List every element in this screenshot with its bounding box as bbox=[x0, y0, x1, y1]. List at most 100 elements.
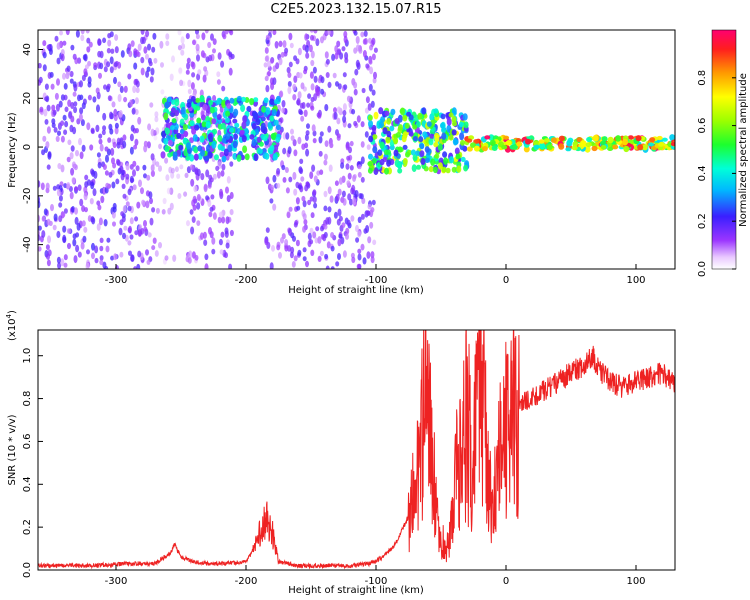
spectrogram-cell bbox=[299, 158, 304, 164]
spectrogram-cell bbox=[38, 234, 41, 242]
spectrogram-cell bbox=[103, 219, 108, 227]
spectrogram-cell bbox=[533, 144, 540, 150]
spectrogram-cell bbox=[317, 255, 322, 262]
spectrogram-cell bbox=[341, 222, 346, 228]
spectrogram-cell bbox=[72, 233, 77, 240]
colorbar-tick-label: 0.8 bbox=[697, 70, 708, 86]
spectrogram-cell bbox=[234, 122, 240, 128]
spectrogram-cell bbox=[278, 57, 283, 66]
spectrogram-cell bbox=[75, 30, 80, 38]
spectrogram-cell bbox=[591, 145, 598, 152]
spectrogram-cell bbox=[305, 260, 309, 268]
spectrogram-cell bbox=[60, 94, 65, 101]
spectrogram-cell bbox=[191, 216, 196, 224]
spectrogram-cell bbox=[64, 120, 69, 128]
spectrogram-cell bbox=[183, 130, 189, 138]
spectrogram-xtick-label: -100 bbox=[365, 275, 388, 286]
spectrogram-cell bbox=[290, 246, 295, 254]
spectrogram-cell bbox=[345, 143, 350, 151]
spectrogram-cell bbox=[371, 37, 376, 46]
figure-title: C2E5.2023.132.15.07.R15 bbox=[270, 2, 441, 17]
spectrogram-cell bbox=[107, 33, 112, 39]
spectrogram-cell bbox=[228, 127, 234, 133]
spectrogram-cell bbox=[368, 59, 373, 65]
spectrogram-cell bbox=[312, 189, 317, 196]
spectrogram-cell bbox=[385, 136, 391, 143]
spectrogram-cell bbox=[137, 250, 142, 258]
spectrogram-cell bbox=[73, 101, 78, 107]
spectrogram-cell bbox=[263, 62, 268, 68]
spectrogram-cell bbox=[80, 30, 85, 35]
spectrogram-cell bbox=[140, 67, 145, 76]
spectrogram-cell bbox=[345, 227, 350, 235]
spectrogram-cell bbox=[285, 187, 290, 194]
spectrogram-cell bbox=[340, 162, 345, 169]
spectrogram-cell bbox=[433, 108, 439, 114]
spectrogram-cell bbox=[202, 103, 208, 111]
spectrogram-cell bbox=[163, 137, 169, 146]
spectrogram-cell bbox=[199, 135, 205, 143]
spectrogram-cell bbox=[196, 220, 201, 227]
spectrogram-cell bbox=[205, 169, 210, 178]
spectrogram-cell bbox=[260, 116, 266, 122]
spectrogram-cell bbox=[90, 129, 95, 135]
spectrogram-cell bbox=[274, 41, 279, 49]
spectrogram-cell bbox=[197, 145, 203, 152]
spectrogram-cell bbox=[134, 216, 139, 222]
snr-xtick-label: 0 bbox=[503, 576, 509, 587]
spectrogram-cell bbox=[363, 228, 368, 234]
spectrogram-cell bbox=[151, 46, 156, 53]
spectrogram-cell bbox=[558, 135, 565, 142]
spectrogram-cell bbox=[190, 95, 196, 102]
spectrogram-cell bbox=[539, 142, 546, 150]
spectrogram-cell bbox=[319, 131, 324, 137]
spectrogram-cell bbox=[99, 237, 104, 243]
spectrogram-cell bbox=[353, 120, 358, 127]
spectrogram-cell bbox=[327, 186, 332, 195]
spectrogram-cell bbox=[308, 44, 313, 53]
spectrogram-cell bbox=[239, 129, 245, 135]
spectrogram-cell bbox=[103, 84, 107, 90]
snr-xtick-label: -300 bbox=[105, 576, 128, 587]
spectrogram-cell bbox=[66, 156, 71, 163]
spectrogram-cell bbox=[112, 141, 117, 149]
spectrogram-cell bbox=[178, 67, 183, 74]
spectrogram-cell bbox=[99, 143, 104, 152]
spectrogram-cell bbox=[122, 134, 127, 141]
spectrogram-cell bbox=[641, 144, 648, 151]
spectrogram-cell bbox=[265, 176, 270, 185]
spectrogram-cell bbox=[158, 242, 162, 249]
spectrogram-cell bbox=[143, 46, 148, 54]
spectrogram-cell bbox=[130, 254, 135, 262]
spectrogram-cell bbox=[371, 124, 377, 131]
spectrogram-cell bbox=[448, 112, 454, 118]
spectrogram-cell bbox=[123, 96, 128, 103]
spectrogram-cell bbox=[117, 94, 122, 102]
spectrogram-cell bbox=[325, 72, 330, 78]
spectrogram-cell bbox=[38, 76, 43, 84]
spectrogram-cell bbox=[241, 121, 247, 130]
spectrogram-cell bbox=[382, 127, 388, 135]
spectrogram-cell bbox=[91, 252, 95, 260]
spectrogram-cell bbox=[280, 237, 284, 244]
spectrogram-cell bbox=[345, 233, 349, 240]
spectrogram-cell bbox=[309, 227, 314, 234]
spectrogram-cell bbox=[327, 125, 332, 133]
spectrogram-cell bbox=[437, 162, 443, 170]
spectrogram-cell bbox=[152, 237, 157, 244]
spectrogram-cell bbox=[134, 230, 139, 236]
spectrogram-cell bbox=[261, 105, 266, 113]
spectrogram-cell bbox=[365, 63, 370, 69]
spectrogram-cell bbox=[217, 134, 223, 143]
spectrogram-cell bbox=[434, 153, 440, 159]
spectrogram-cell bbox=[325, 265, 330, 269]
spectrogram-cell bbox=[56, 42, 61, 50]
spectrogram-cell bbox=[225, 110, 231, 117]
spectrogram-cell bbox=[118, 110, 123, 118]
spectrogram-cell bbox=[189, 137, 194, 144]
spectrogram-cell bbox=[313, 93, 318, 101]
spectrogram-cell bbox=[189, 120, 195, 127]
spectrogram-cell bbox=[286, 66, 291, 74]
spectrogram-cell bbox=[669, 134, 675, 141]
